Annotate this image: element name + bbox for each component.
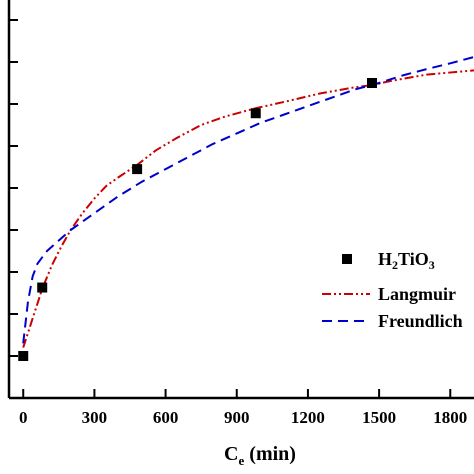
legend-label-part: TiO <box>398 249 429 269</box>
x-tick-label: 300 <box>82 408 108 427</box>
x-tick-label: 900 <box>224 408 250 427</box>
legend-label: Freundlich <box>378 311 463 331</box>
series-layer <box>18 56 474 361</box>
legend-label-part: 2 <box>392 258 398 272</box>
data-point <box>37 282 48 293</box>
x-tick-label: 1500 <box>362 408 396 427</box>
series-line-langmuir <box>22 69 474 348</box>
x-axis-title: Ce (min) <box>224 443 296 468</box>
legend-label: H2TiO3 <box>378 249 435 272</box>
legend-label-part: 3 <box>429 258 435 272</box>
x-tick-label: 0 <box>19 408 28 427</box>
data-point <box>250 108 261 119</box>
legend-label-part: H <box>378 249 392 269</box>
data-point <box>132 164 143 175</box>
x-tick-label: 1200 <box>291 408 325 427</box>
data-point <box>366 78 377 88</box>
axes-layer: 0 300 600 900 1200 1500 1800 <box>7 0 474 427</box>
data-point <box>18 351 29 361</box>
legend-marker <box>342 254 352 264</box>
legend: H2TiO3 Langmuir Freundlich <box>322 249 463 331</box>
axis-labels: Ce (min) <box>224 443 296 468</box>
legend-label: Langmuir <box>378 284 456 304</box>
x-tick-label: 1800 <box>433 408 467 427</box>
x-tick-label: 600 <box>153 408 179 427</box>
